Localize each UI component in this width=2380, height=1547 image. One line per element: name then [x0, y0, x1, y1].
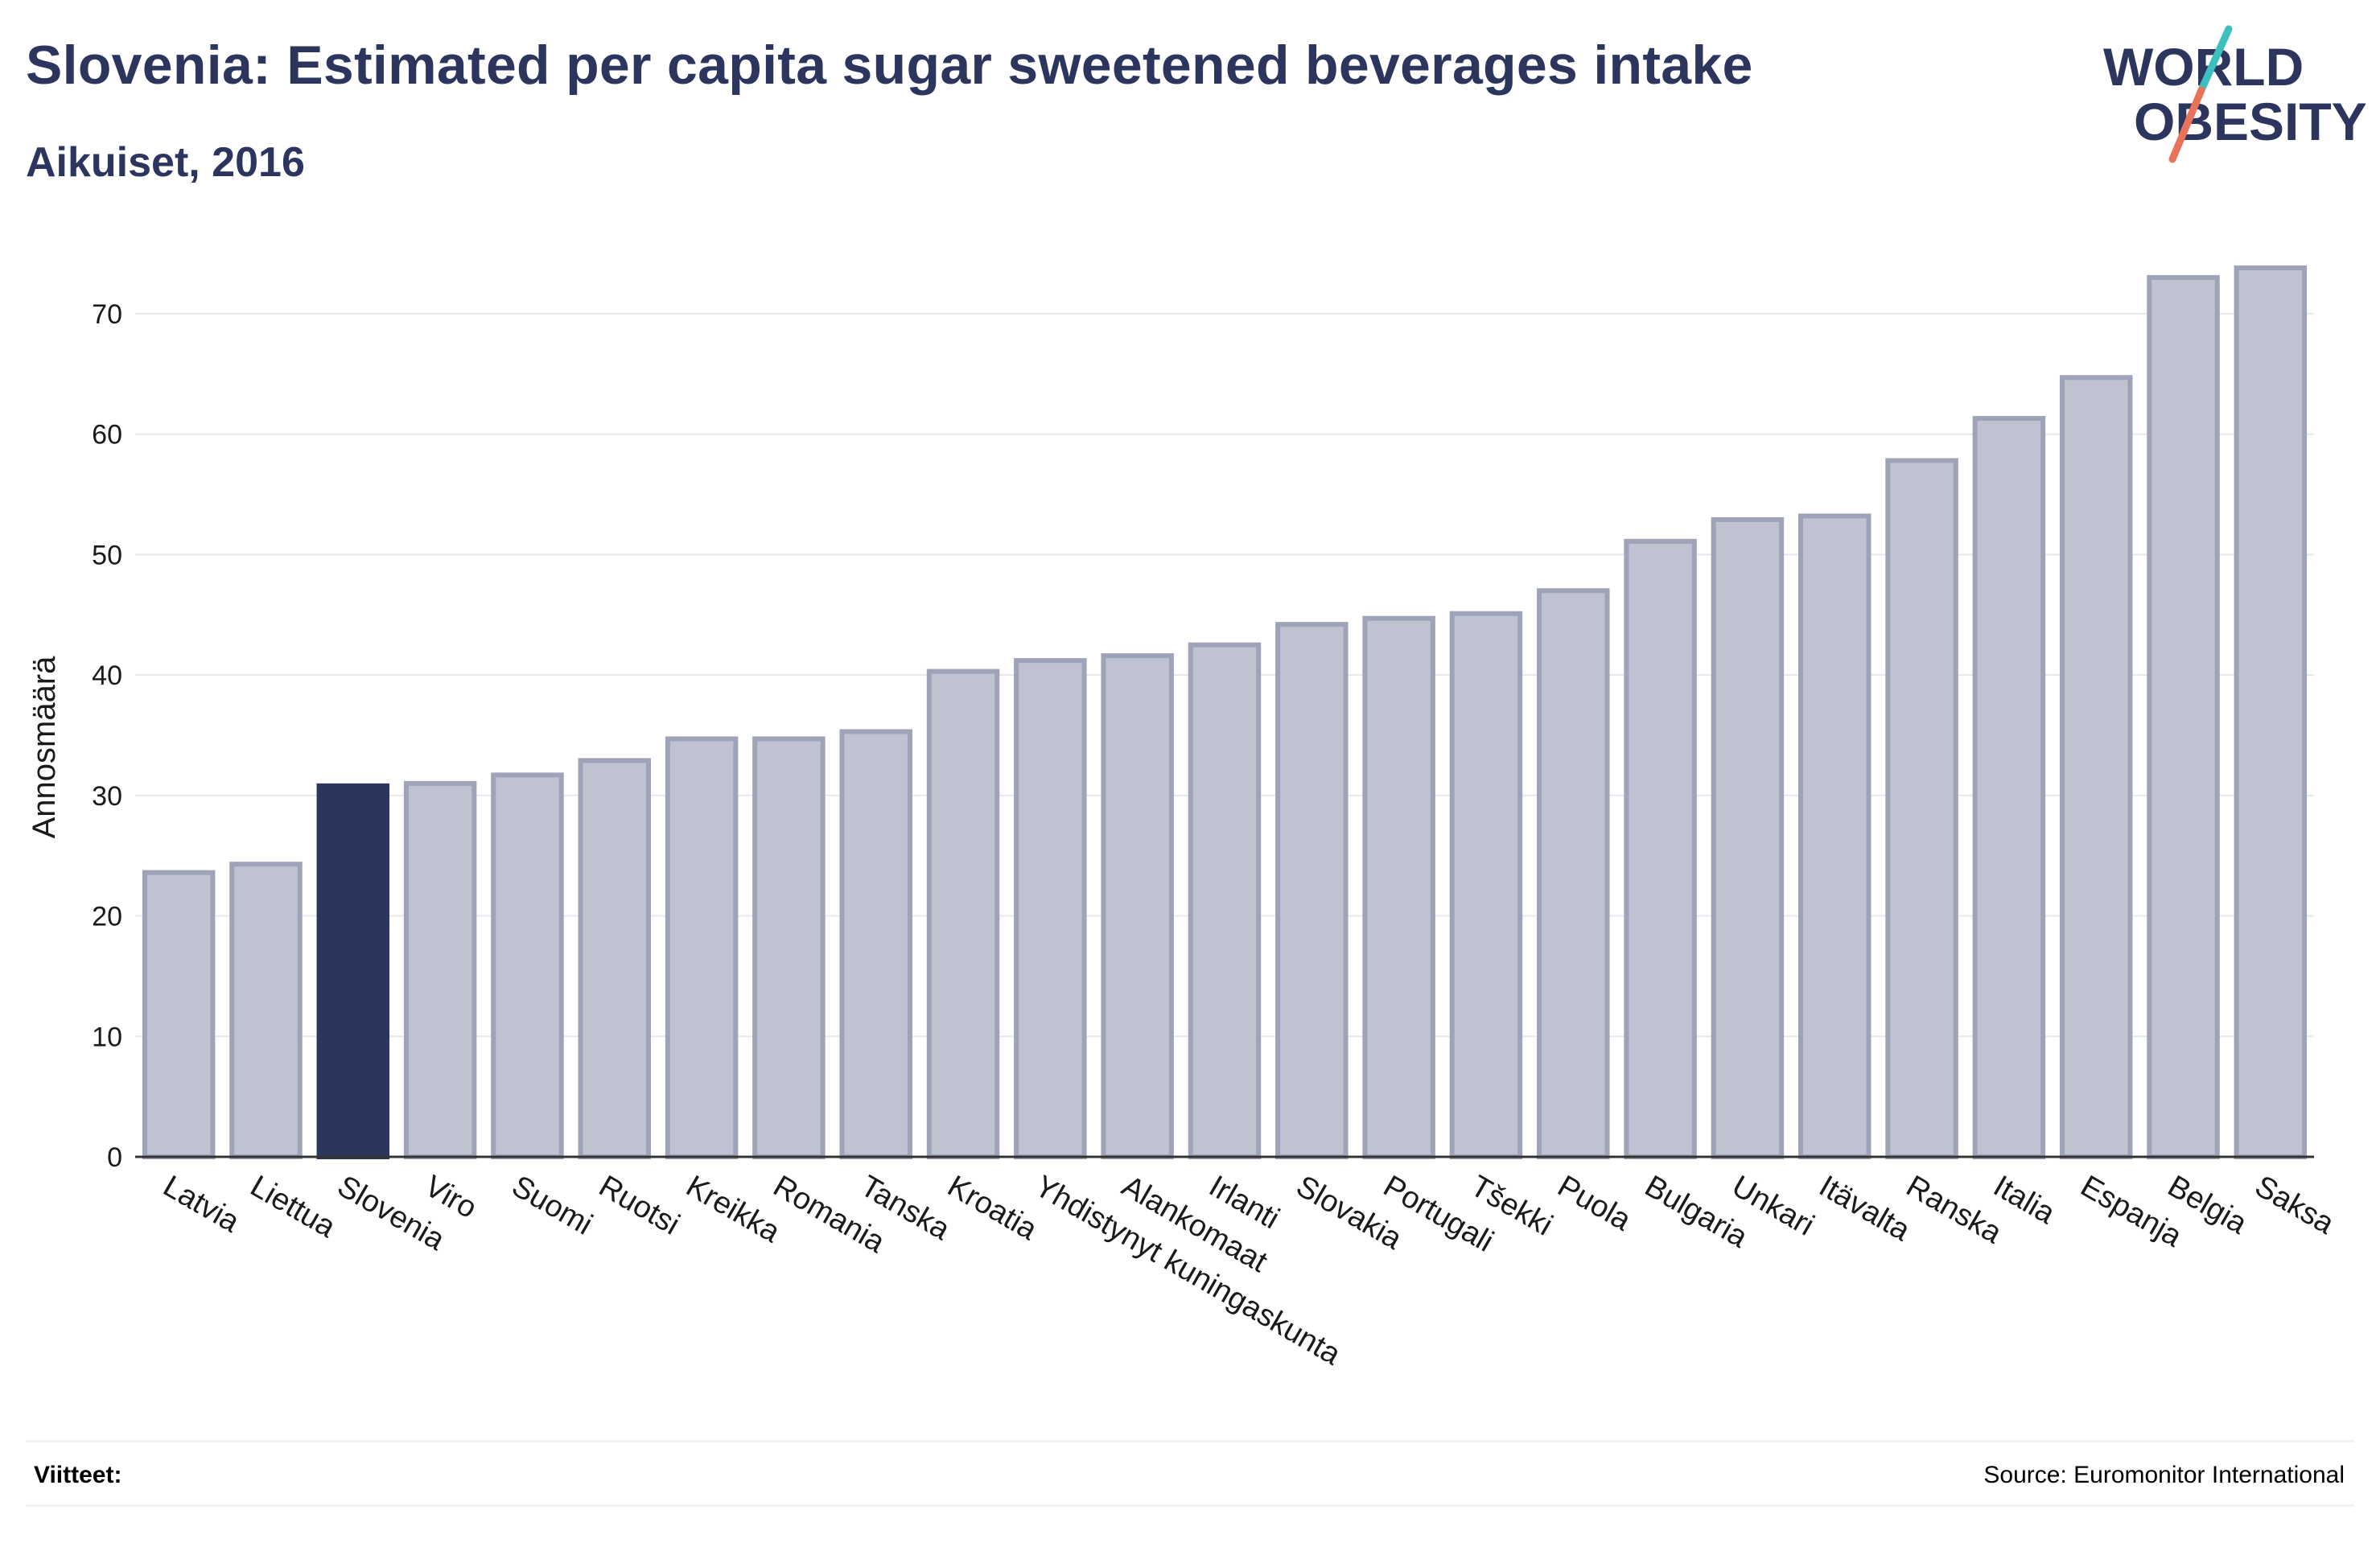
bar-espanja	[2059, 375, 2133, 1159]
x-tick-label: Ruotsi	[593, 1169, 685, 1241]
y-tick-label: 70	[92, 299, 122, 330]
bar-romania	[752, 736, 826, 1159]
bar-latvia	[142, 870, 216, 1160]
bar-belgia	[2147, 274, 2220, 1160]
bar-alankomaat	[1101, 653, 1174, 1159]
y-tick-label: 0	[107, 1142, 122, 1173]
chart-subtitle: Aikuiset, 2016	[26, 139, 305, 186]
x-tick-label: Kreikka	[681, 1169, 786, 1249]
bar-unkari	[1711, 516, 1785, 1159]
x-tick-label: Saksa	[2249, 1169, 2340, 1241]
logo-slash-teal	[2197, 25, 2233, 94]
bar-kroatia	[926, 669, 1000, 1159]
bar-slovenia	[316, 783, 390, 1160]
bar-kreikka	[665, 736, 739, 1159]
footer-divider-bottom	[26, 1504, 2354, 1507]
logo-slash-coral	[2168, 86, 2205, 163]
x-tick-label: Ranska	[1900, 1169, 2007, 1250]
bar-slovakia	[1275, 622, 1349, 1159]
bar-ranska	[1885, 458, 1958, 1159]
bar-portugali	[1362, 615, 1435, 1159]
y-tick-label: 50	[92, 540, 122, 570]
bar-itävalta	[1797, 513, 1871, 1159]
bar-viro	[403, 780, 477, 1159]
y-tick-label: 40	[92, 660, 122, 691]
bar-italia	[1972, 416, 2046, 1159]
bar-irlanti	[1188, 642, 1262, 1159]
chart-title: Slovenia: Estimated per capita sugar swe…	[26, 35, 1753, 96]
bar-tšekki	[1449, 611, 1523, 1159]
y-tick-label: 30	[92, 781, 122, 812]
x-tick-label: Puola	[1552, 1169, 1637, 1237]
bar-ruotsi	[578, 758, 652, 1159]
x-tick-label: Liettua	[245, 1169, 342, 1245]
bar-saksa	[2234, 265, 2308, 1159]
bar-yhdistynyt-kuningaskunta	[1014, 658, 1087, 1159]
y-axis-title: Annosmäärä	[27, 656, 62, 839]
footer-references-label: Viitteet:	[34, 1462, 122, 1488]
y-tick-label: 10	[92, 1022, 122, 1052]
world-obesity-logo: WORLD OBESITY	[2103, 25, 2366, 163]
footer-source: Source: Euromonitor International	[1983, 1462, 2345, 1488]
x-tick-label: Suomi	[506, 1169, 598, 1241]
bar-suomi	[491, 772, 564, 1160]
y-tick-label: 20	[92, 902, 122, 932]
logo-line2: OBESITY	[2134, 92, 2366, 151]
bar-liettua	[229, 862, 303, 1160]
x-tick-label: Kroatia	[942, 1169, 1044, 1247]
y-tick-label: 60	[92, 420, 122, 451]
bars	[142, 265, 2308, 1160]
x-tick-label: Itävalta	[1814, 1169, 1917, 1248]
bar-bulgaria	[1624, 538, 1697, 1159]
bar-tanska	[839, 729, 912, 1159]
footer-divider-top	[26, 1440, 2354, 1442]
x-tick-label: Latvia	[158, 1169, 246, 1240]
bar-puola	[1537, 588, 1610, 1159]
